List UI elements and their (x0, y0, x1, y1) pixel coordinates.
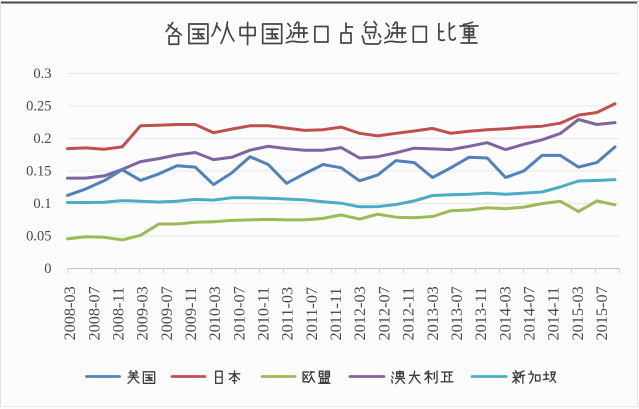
svg-text:2014-11: 2014-11 (544, 287, 563, 341)
svg-text:2009-11: 2009-11 (181, 287, 200, 341)
svg-text:2015-07: 2015-07 (592, 286, 611, 340)
svg-text:2011-07: 2011-07 (302, 287, 321, 341)
svg-text:0.1: 0.1 (33, 196, 51, 212)
svg-text:2010-03: 2010-03 (205, 286, 224, 340)
svg-text:2012-11: 2012-11 (399, 287, 418, 341)
svg-text:2011-03: 2011-03 (278, 287, 297, 341)
svg-text:2009-03: 2009-03 (133, 286, 152, 340)
svg-text:2015-03: 2015-03 (568, 286, 587, 340)
svg-text:2012-07: 2012-07 (374, 286, 393, 340)
svg-text:2014-03: 2014-03 (495, 286, 514, 340)
svg-text:2014-07: 2014-07 (519, 286, 538, 340)
svg-text:2013-03: 2013-03 (423, 286, 442, 340)
svg-text:0.2: 0.2 (33, 131, 51, 147)
svg-text:0: 0 (44, 261, 51, 277)
svg-text:2012-03: 2012-03 (350, 286, 369, 340)
svg-text:2013-11: 2013-11 (471, 287, 490, 341)
svg-text:0.15: 0.15 (26, 164, 51, 180)
svg-text:0.3: 0.3 (33, 66, 51, 82)
svg-text:2010-11: 2010-11 (254, 287, 273, 341)
svg-text:2010-07: 2010-07 (229, 286, 248, 340)
svg-text:2008-03: 2008-03 (60, 286, 79, 340)
svg-text:0.25: 0.25 (26, 99, 51, 115)
svg-text:2011-11: 2011-11 (326, 287, 345, 340)
svg-text:2008-07: 2008-07 (84, 286, 103, 340)
svg-text:2008-11: 2008-11 (109, 287, 128, 341)
svg-text:2013-07: 2013-07 (447, 286, 466, 340)
svg-text:2009-07: 2009-07 (157, 286, 176, 340)
svg-text:0.05: 0.05 (26, 229, 51, 245)
